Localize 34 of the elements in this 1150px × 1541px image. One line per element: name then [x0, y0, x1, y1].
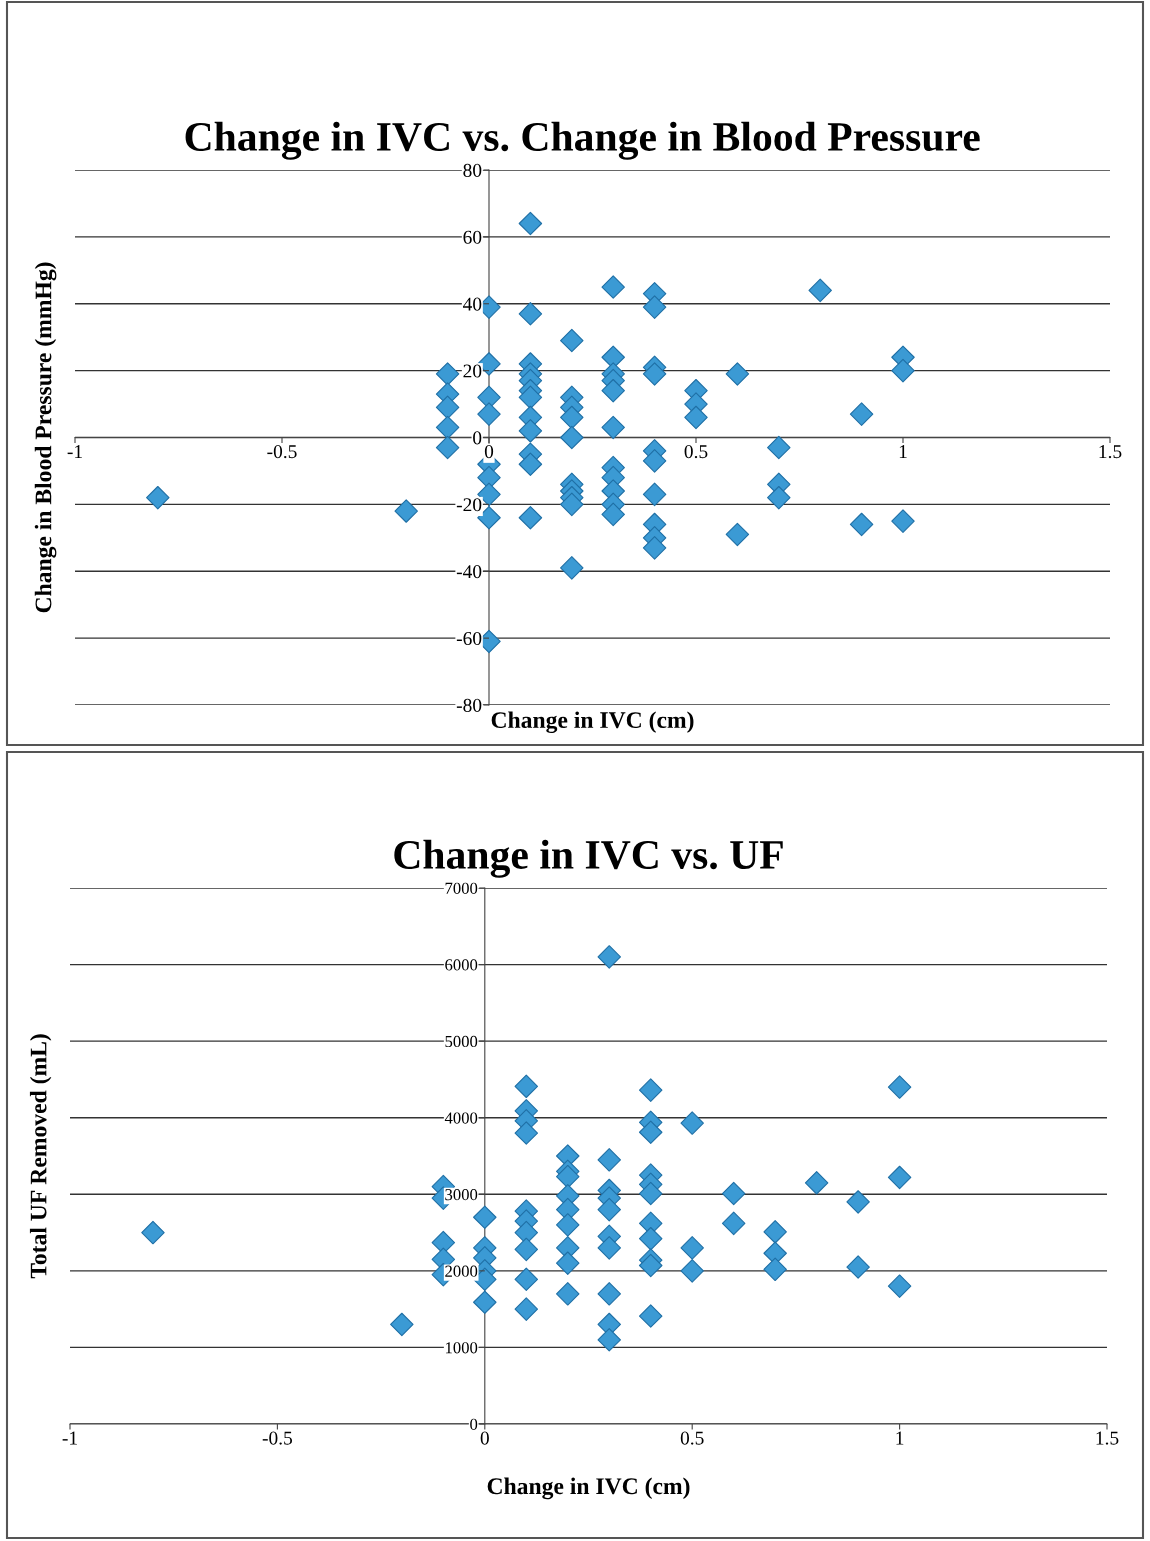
x-tick-label: 0.5 [680, 1431, 704, 1445]
y-tick-label: 2000 [445, 1265, 478, 1277]
y-tick-label: -40 [456, 565, 482, 579]
y-axis-title: Total UF Removed (mL) [29, 1034, 52, 1279]
y-tick-label: 3000 [445, 1188, 478, 1201]
x-tick-label: 1 [896, 1431, 904, 1445]
y-tick-label: 6000 [445, 959, 478, 971]
y-tick-label: 20 [463, 364, 482, 378]
x-tick-label: -1 [62, 1431, 77, 1445]
x-tick-label: 0 [484, 445, 494, 459]
y-tick-label: 0 [470, 1418, 478, 1430]
x-tick-label: 0.5 [684, 445, 708, 459]
chart-title: Change in IVC vs. Change in Blood Pressure [185, 121, 980, 160]
y-tick-label: 4000 [444, 1112, 478, 1124]
y-tick-label: 1000 [445, 1342, 478, 1354]
y-tick-label: 80 [463, 163, 482, 177]
x-tick-label: -0.5 [262, 1431, 293, 1445]
y-tick-label: -80 [456, 698, 482, 712]
y-tick-label: -20 [456, 498, 482, 512]
x-tick-label: 1.5 [1099, 445, 1122, 459]
y-tick-label: 40 [462, 297, 482, 311]
y-tick-label: 7000 [445, 882, 478, 894]
y-tick-label: -60 [456, 631, 482, 646]
x-tick-label: 1 [899, 445, 907, 458]
x-tick-label: -0.5 [267, 445, 297, 459]
y-tick-label: 5000 [445, 1035, 478, 1048]
x-tick-label: -1 [67, 445, 82, 458]
y-tick-label: 0 [473, 431, 482, 445]
y-axis-title: Change in Blood Pressure (mmHg) [34, 262, 57, 613]
x-axis-title: Change in IVC (cm) [491, 711, 694, 734]
chart-title: Change in IVC vs. UF [394, 839, 783, 878]
x-tick-label: 1.5 [1096, 1431, 1119, 1445]
x-axis-title: Change in IVC (cm) [487, 1477, 690, 1500]
y-tick-label: 60 [463, 230, 482, 244]
